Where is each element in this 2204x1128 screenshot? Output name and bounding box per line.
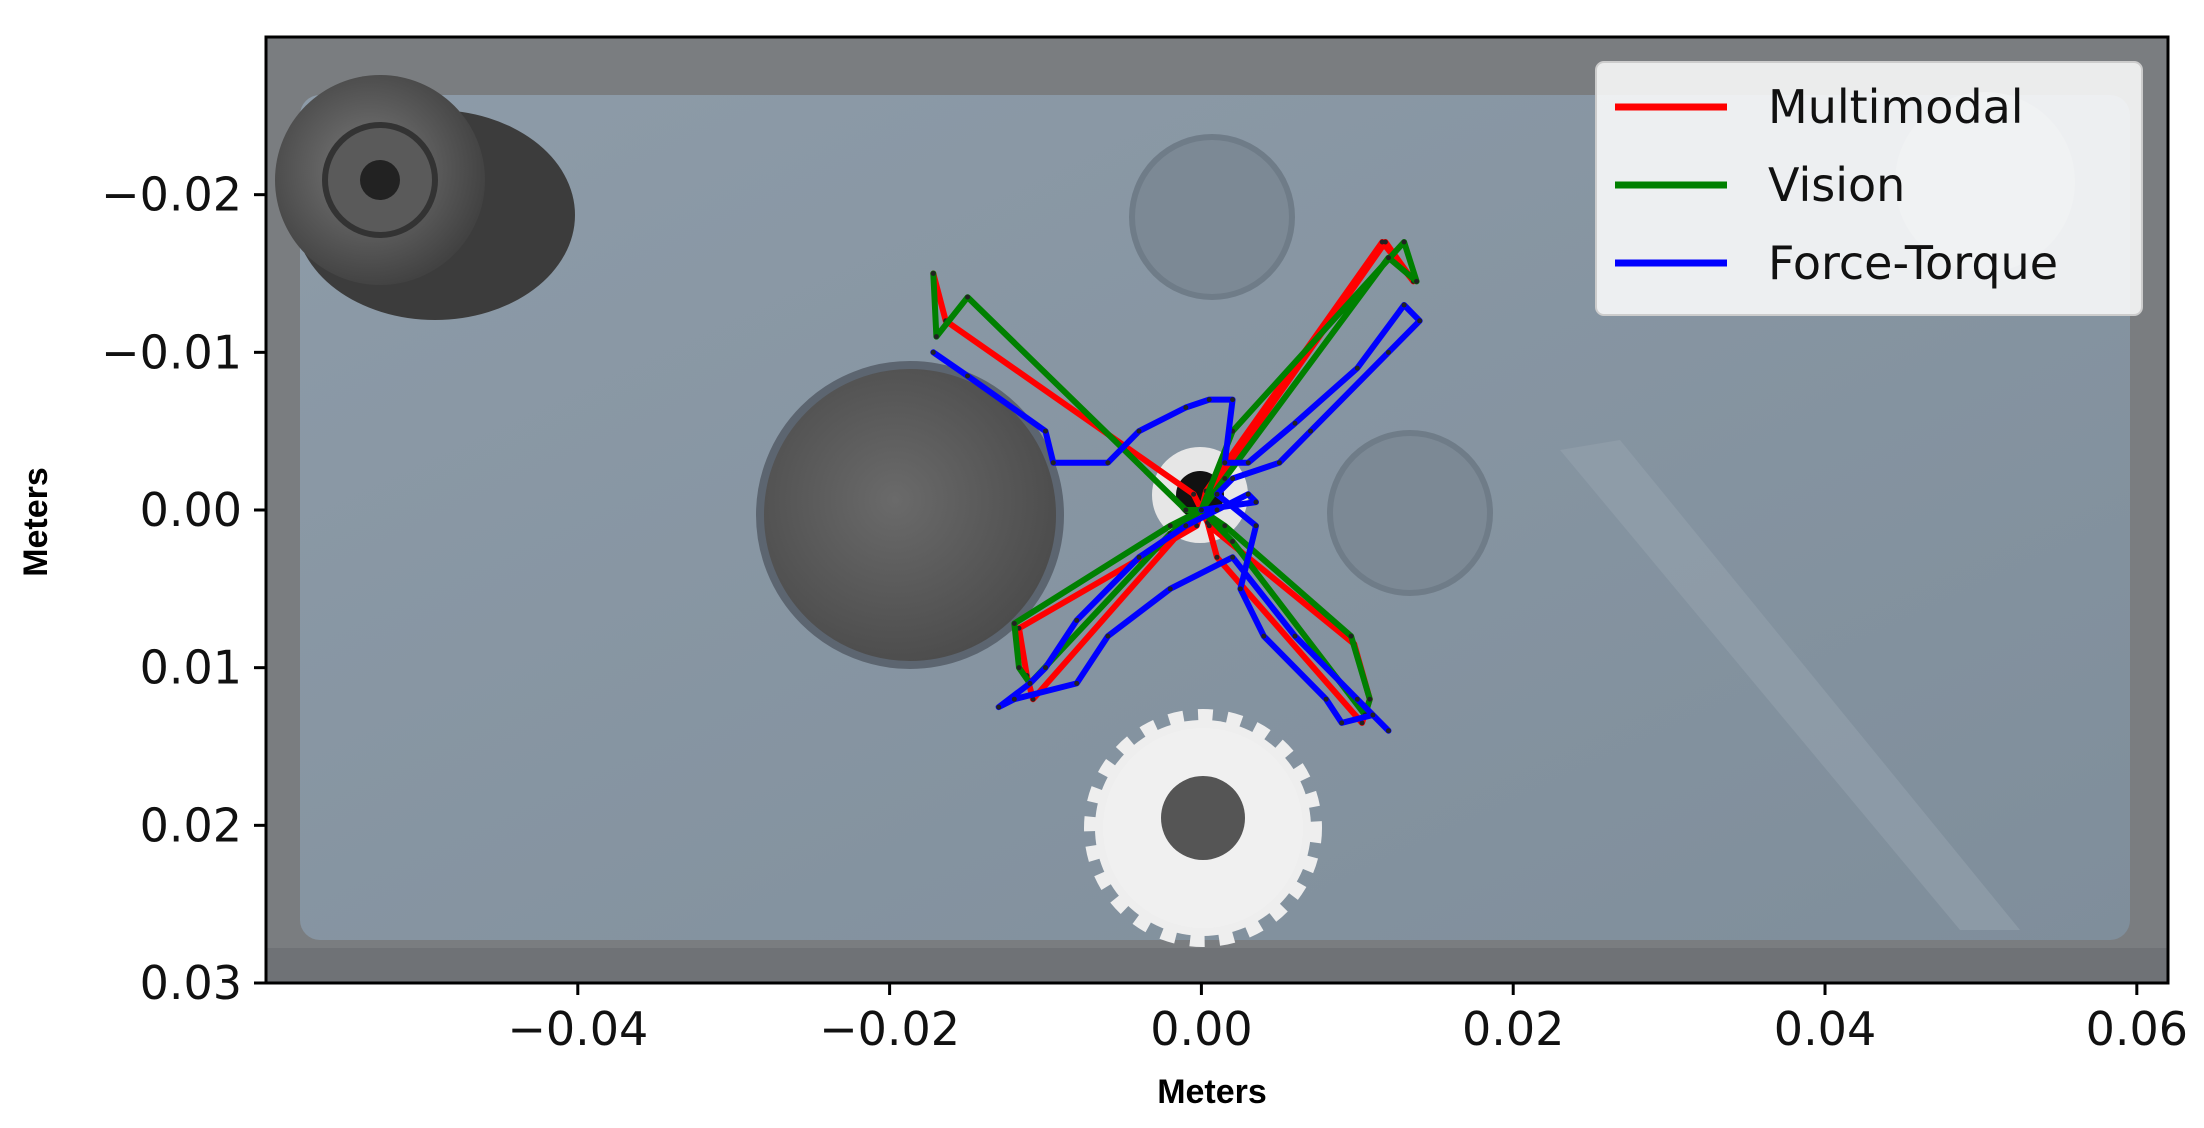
data-point	[1367, 696, 1373, 702]
data-point	[1043, 428, 1049, 434]
y-tick-label: 0.03	[140, 956, 242, 1010]
plate-diagonal-texture	[1560, 440, 2020, 930]
data-point	[1292, 633, 1298, 639]
x-tick-label: 0.06	[2086, 1002, 2188, 1056]
y-tick-label: −0.01	[101, 325, 242, 379]
x-axis: −0.04 −0.02 0.00 0.02 0.04 0.06	[507, 983, 2188, 1056]
data-point	[1308, 428, 1314, 434]
data-point	[1292, 420, 1298, 426]
legend-box	[1595, 61, 2143, 316]
data-point	[1011, 621, 1017, 627]
data-point	[1043, 665, 1049, 671]
series-layer	[930, 239, 1423, 734]
y-tick-label: 0.02	[140, 798, 242, 852]
gear	[1084, 709, 1322, 947]
data-point	[1167, 586, 1173, 592]
data-point	[1359, 720, 1365, 726]
upper-hole	[1129, 134, 1295, 300]
legend: Multimodal Vision Force-Torque	[1595, 61, 2143, 316]
data-point	[1245, 491, 1251, 497]
data-point	[996, 704, 1002, 710]
photo-bottom-strip	[266, 948, 2168, 983]
data-point	[1323, 696, 1329, 702]
data-point	[1074, 680, 1080, 686]
data-point	[965, 373, 971, 379]
large-hole	[760, 365, 1060, 665]
data-point	[1011, 696, 1017, 702]
data-point	[1230, 554, 1236, 560]
data-point	[1354, 696, 1360, 702]
legend-label: Multimodal	[1768, 80, 2024, 134]
y-axis: −0.02 −0.01 0.00 0.01 0.02 0.03	[101, 168, 266, 1010]
data-point	[1183, 507, 1189, 513]
data-point	[1214, 491, 1220, 497]
data-point	[1183, 405, 1189, 411]
data-point	[1214, 507, 1220, 513]
data-point	[1222, 523, 1228, 529]
data-point	[933, 334, 939, 340]
data-point	[1414, 278, 1420, 284]
data-point	[930, 349, 936, 355]
data-point	[1401, 302, 1407, 308]
data-point	[1276, 460, 1282, 466]
data-point	[1198, 507, 1204, 513]
data-point	[1370, 712, 1376, 718]
data-point	[1167, 523, 1173, 529]
data-point	[1050, 460, 1056, 466]
series-line-force-torque	[930, 302, 1423, 734]
data-point	[930, 271, 936, 276]
data-point	[1385, 255, 1391, 261]
data-point	[1074, 617, 1080, 623]
data-point	[1016, 665, 1022, 671]
large-hole-rim	[756, 361, 1064, 669]
data-point	[1030, 696, 1036, 702]
data-point	[1237, 586, 1243, 592]
data-point	[1183, 523, 1189, 529]
data-point	[1191, 491, 1197, 497]
data-point	[965, 294, 971, 300]
x-tick-label: 0.04	[1774, 1002, 1876, 1056]
data-point	[1222, 475, 1228, 481]
x-axis-title: Meters	[1157, 1073, 1267, 1111]
data-point	[1136, 554, 1142, 560]
data-point	[1230, 397, 1236, 403]
data-point	[1253, 499, 1259, 505]
right-hole	[1327, 430, 1493, 596]
data-point	[1379, 239, 1385, 245]
data-point	[1027, 680, 1033, 686]
cylinder-peg	[275, 75, 575, 320]
x-tick-label: 0.02	[1462, 1002, 1564, 1056]
data-point	[1222, 460, 1228, 466]
y-tick-label: 0.00	[140, 483, 242, 537]
data-point	[1245, 460, 1251, 466]
data-point	[1385, 728, 1391, 734]
data-point	[1401, 239, 1407, 245]
data-point	[1261, 633, 1267, 639]
data-point	[1105, 460, 1111, 466]
data-point	[1354, 365, 1360, 371]
data-point	[1230, 475, 1236, 481]
y-axis-title: Meters	[17, 467, 55, 577]
data-point	[1194, 523, 1200, 529]
y-tick-label: −0.02	[101, 168, 242, 222]
x-tick-label: −0.02	[819, 1002, 960, 1056]
legend-label: Vision	[1768, 158, 1905, 212]
x-tick-label: −0.04	[507, 1002, 648, 1056]
data-point	[1105, 633, 1111, 639]
data-point	[1230, 539, 1236, 545]
data-point	[1136, 428, 1142, 434]
legend-label: Force-Torque	[1768, 236, 2058, 290]
data-point	[1348, 633, 1354, 639]
y-tick-label: 0.01	[140, 641, 242, 695]
data-point	[1214, 554, 1220, 560]
data-point	[1253, 523, 1259, 529]
x-tick-label: 0.00	[1150, 1002, 1252, 1056]
data-point	[1417, 318, 1423, 324]
data-point	[1206, 397, 1212, 403]
data-point	[1339, 720, 1345, 726]
data-point	[1385, 349, 1391, 355]
